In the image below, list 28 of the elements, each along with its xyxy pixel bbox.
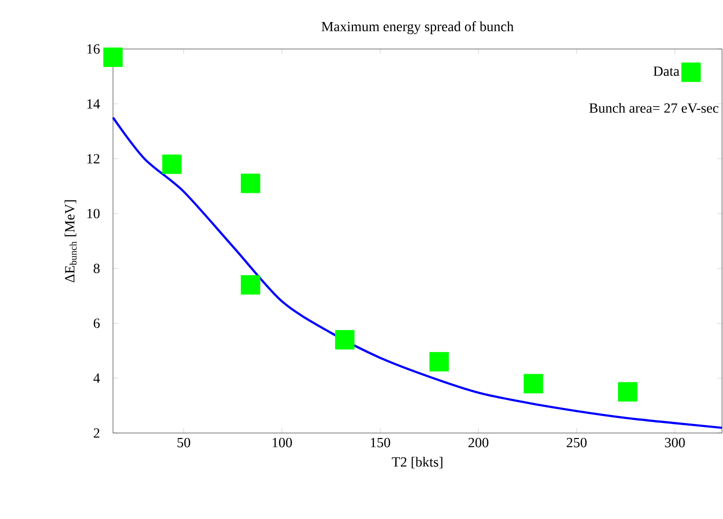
legend-label: Data [654,66,680,76]
point [335,330,355,350]
x-tick-label: 200 [468,438,488,448]
point [240,174,260,194]
point [618,382,638,402]
x-tick-label: 300 [665,438,685,448]
y-tick-label: 8 [94,264,100,274]
y-tick-label: 10 [87,208,100,218]
x-axis-title: T2 [bkts] [392,456,442,468]
y-tick-label: 16 [87,44,100,54]
point [162,154,182,174]
y-tick-label: 12 [87,154,100,164]
y-tick-label: 14 [87,99,100,108]
line-series [112,116,723,429]
point [429,352,449,372]
point [240,275,260,295]
x-tick-label: 100 [272,438,292,448]
point [524,374,544,394]
y-axis-title: ΔE$_{bunch}$ [MeV] [64,200,77,282]
x-tick-label: 50 [178,438,190,448]
annotation: Bunch area= 27 eV-sec [589,102,718,113]
y-tick-label: 4 [93,374,100,383]
x-tick-label: 250 [566,438,587,448]
y-tick-label: 2 [94,428,100,438]
x-tick-label: 150 [370,438,390,448]
point [103,48,123,67]
y-tick-label: 6 [94,318,100,328]
chart-title: Maximum energy spread of bunch [322,21,514,34]
